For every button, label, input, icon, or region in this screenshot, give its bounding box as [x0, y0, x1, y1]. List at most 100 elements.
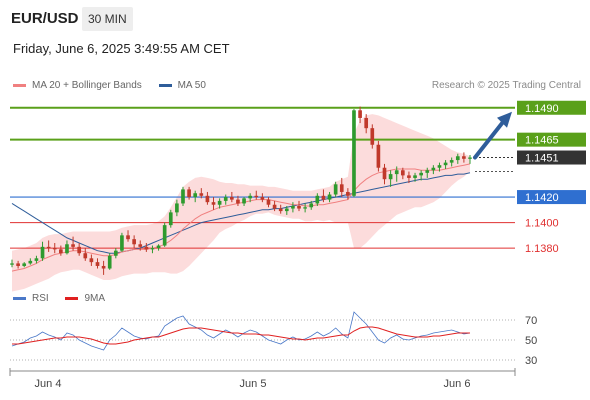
candle: [168, 209, 173, 228]
level-tag-1.1465: [517, 132, 586, 147]
candle-body: [272, 204, 277, 209]
level-label-1.1420: 1.1420: [525, 192, 559, 204]
timeframe-button[interactable]: 30 MIN: [82, 7, 133, 31]
candle-body: [187, 189, 191, 198]
candle-body: [113, 250, 118, 256]
candle: [34, 255, 39, 264]
candle-body: [107, 255, 112, 269]
candle-body: [462, 156, 466, 159]
candle: [236, 195, 240, 206]
candle-body: [34, 258, 39, 261]
candle: [437, 162, 442, 172]
candle: [266, 197, 271, 208]
candle: [333, 181, 338, 198]
legend-9ma-label: 9MA: [84, 293, 106, 304]
credit-text: Research © 2025 Trading Central: [431, 80, 581, 91]
candle: [230, 191, 234, 203]
candle-body: [193, 193, 198, 198]
projection-arrow-head: [497, 111, 512, 128]
candle-body: [455, 156, 460, 161]
candle: [132, 235, 136, 249]
candle: [376, 140, 381, 172]
9ma-swatch: [65, 296, 79, 300]
candle: [352, 109, 356, 198]
candle-body: [199, 193, 204, 196]
candle-body: [46, 246, 51, 249]
rsi-legend: RSI 9MA: [13, 293, 119, 304]
candle: [297, 200, 301, 212]
candle-body: [236, 199, 240, 204]
candle: [16, 260, 20, 269]
candle-body: [217, 200, 222, 205]
candle-body: [211, 202, 216, 205]
candle-body: [321, 195, 326, 200]
candle-body: [425, 170, 430, 173]
chart-header: EUR/USD 30 MIN: [0, 0, 590, 34]
candle: [22, 262, 27, 268]
candle-body: [150, 248, 155, 250]
level-label-1.1400: 1.1400: [525, 218, 559, 230]
candle: [107, 253, 112, 270]
candle-body: [89, 258, 94, 263]
candle: [339, 177, 344, 198]
candle: [443, 160, 448, 169]
symbol-title: EUR/USD: [11, 10, 79, 27]
legend-9ma: 9MA: [65, 293, 105, 304]
legend-rsi: RSI: [13, 293, 49, 304]
candle-body: [376, 144, 381, 168]
x-axis-label: Jun 4: [35, 378, 62, 390]
candle: [358, 106, 362, 124]
candle-body: [394, 170, 399, 175]
candle-body: [309, 203, 314, 208]
candle: [144, 243, 149, 252]
candle: [278, 204, 283, 214]
candle-body: [388, 174, 393, 180]
level-tag-1.1420: [517, 190, 586, 205]
candle-body: [28, 260, 33, 264]
candle-body: [346, 191, 350, 196]
candle: [193, 190, 198, 203]
candle-body: [437, 165, 442, 168]
candle: [309, 200, 314, 210]
candle: [425, 167, 430, 178]
candle: [346, 188, 350, 200]
candle-body: [205, 195, 210, 203]
candle-body: [156, 245, 161, 249]
rsi-tick-label: 70: [525, 315, 537, 327]
candle: [181, 186, 185, 206]
candle-body: [400, 170, 405, 176]
candle-body: [419, 172, 423, 176]
rsi-swatch: [13, 296, 26, 300]
ma20-line: [11, 163, 471, 272]
candle: [455, 153, 460, 164]
candle: [364, 114, 369, 134]
candle: [113, 248, 118, 259]
candle: [77, 243, 82, 256]
candle: [462, 152, 466, 163]
candle: [65, 240, 69, 255]
candle: [223, 194, 228, 205]
legend-ma50-label: MA 50: [177, 80, 206, 91]
candle-body: [16, 263, 20, 266]
candle-body: [162, 225, 167, 246]
candle: [28, 258, 33, 265]
candle-body: [138, 244, 143, 247]
candle: [407, 171, 411, 184]
candle-body: [65, 244, 69, 254]
rsi-series-rsi: [11, 311, 471, 351]
candle: [59, 245, 63, 256]
level-label-1.1451: 1.1451: [525, 153, 559, 165]
candle: [89, 254, 94, 266]
legend-ma20-label: MA 20 + Bollinger Bands: [32, 80, 142, 91]
candle: [101, 260, 106, 275]
candle-body: [413, 175, 417, 178]
candle: [120, 232, 124, 252]
candle: [217, 198, 222, 209]
candle-body: [22, 263, 27, 266]
candle: [370, 124, 375, 149]
candle: [242, 197, 246, 206]
candle: [40, 241, 45, 261]
candle: [175, 199, 179, 217]
legend-rsi-label: RSI: [32, 293, 49, 304]
